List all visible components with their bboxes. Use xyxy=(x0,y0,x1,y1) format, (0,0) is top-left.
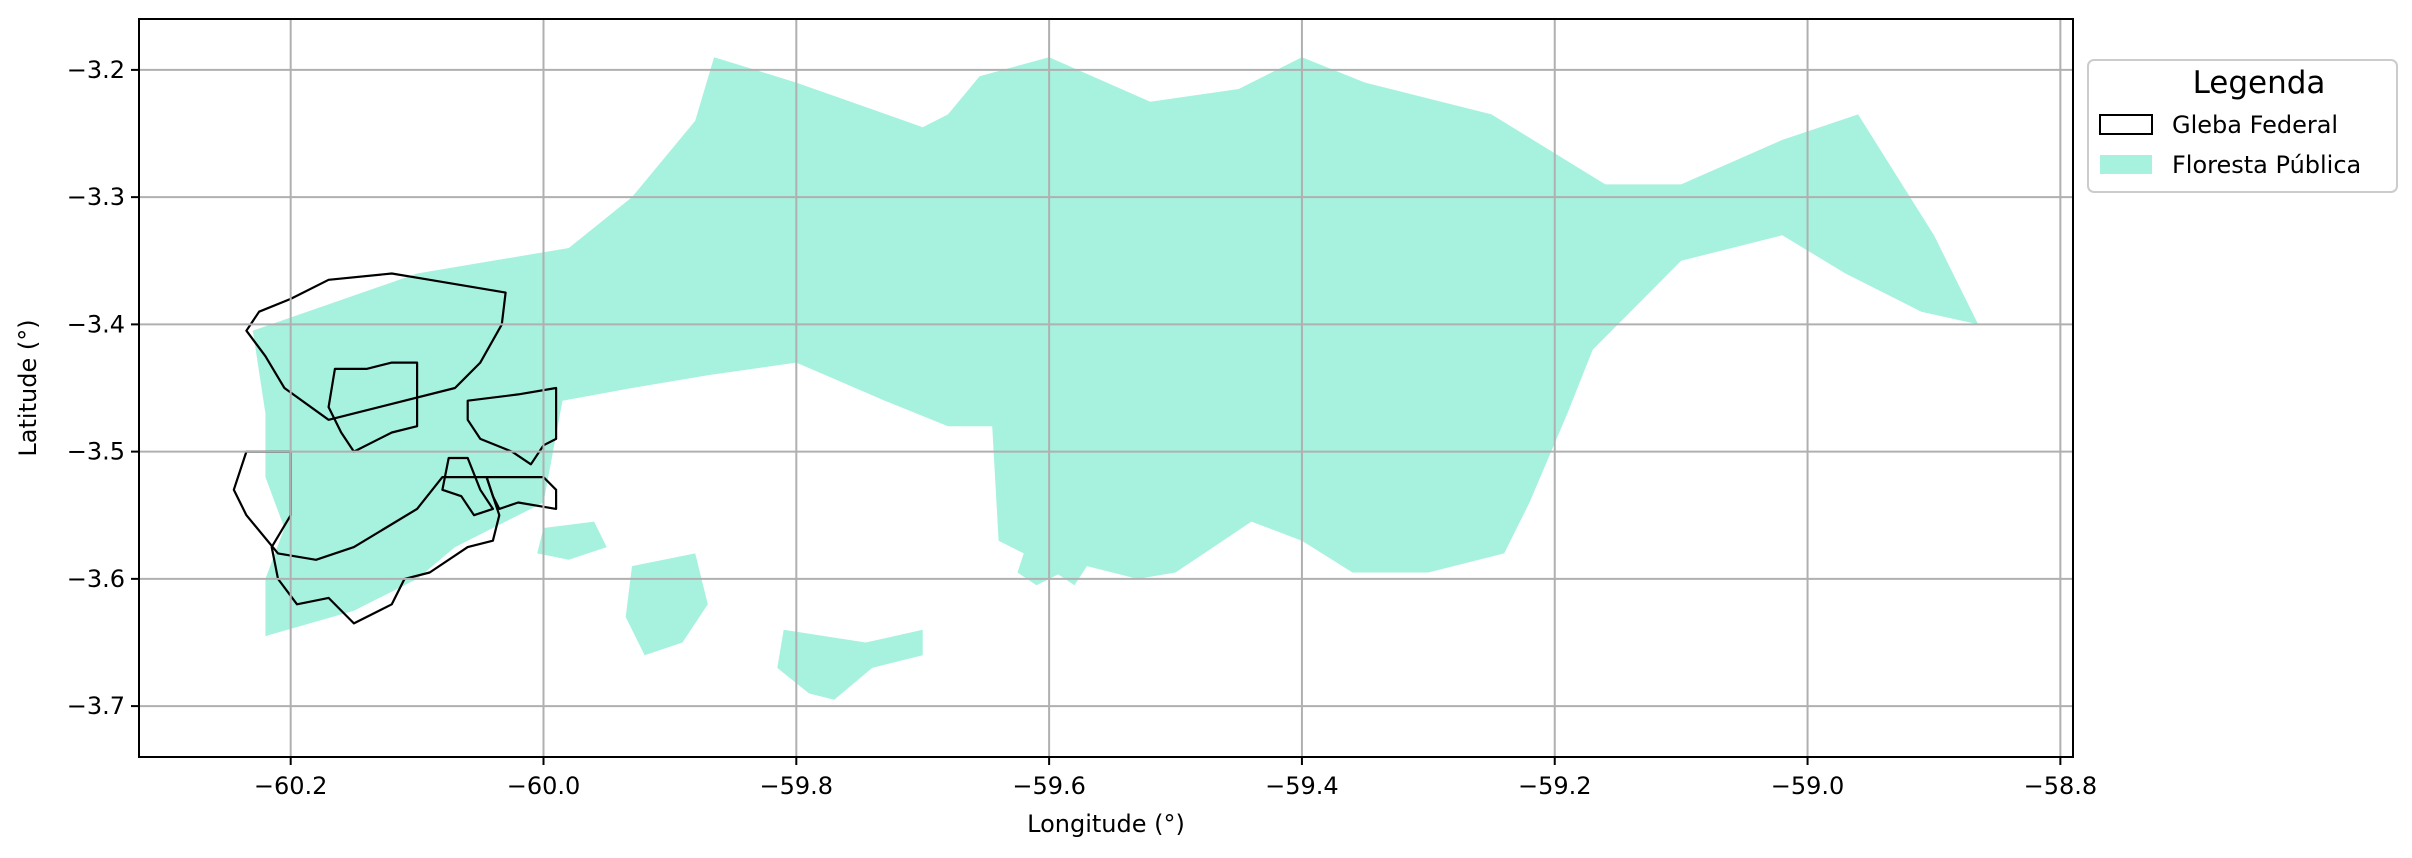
gleba-federal-outline xyxy=(485,476,558,510)
x-tick-label: −59.2 xyxy=(1518,772,1592,800)
gleba-federal-outline xyxy=(245,272,507,421)
x-tick-label: −59.4 xyxy=(1265,772,1339,800)
y-tick-label: −3.7 xyxy=(67,692,125,720)
x-tick-label: −58.8 xyxy=(2024,772,2098,800)
x-tick-label: −60.2 xyxy=(254,772,328,800)
x-tick-label: −59.8 xyxy=(760,772,834,800)
floresta-publica-patch xyxy=(537,521,607,560)
x-tick-label: −59.6 xyxy=(1012,772,1086,800)
map-data-layer xyxy=(232,57,1979,700)
y-tick-label: −3.3 xyxy=(67,183,125,211)
grid-lines xyxy=(139,19,2073,757)
gleba-federal-outline xyxy=(327,361,419,453)
x-tick-label: −60.0 xyxy=(507,772,581,800)
legend-title: Legenda xyxy=(2193,65,2326,101)
floresta-publica-patch xyxy=(777,629,923,700)
floresta-publica-patch xyxy=(1017,553,1062,586)
y-tick-label: −3.5 xyxy=(67,438,125,466)
gleba-federal-outline xyxy=(232,450,501,625)
gleba-federal-outline xyxy=(441,456,494,517)
y-tick-label: −3.2 xyxy=(67,56,125,84)
legend-swatch-floresta-publica xyxy=(2100,155,2152,174)
x-tick-label: −59.0 xyxy=(1771,772,1845,800)
y-tick-label: −3.6 xyxy=(67,565,125,593)
gleba-federal-outline xyxy=(466,386,558,466)
legend-label-floresta-publica: Floresta Pública xyxy=(2172,151,2361,179)
x-axis-label: Longitude (°) xyxy=(1027,810,1185,838)
y-tick-label: −3.4 xyxy=(67,310,125,338)
y-axis-label: Latitude (°) xyxy=(14,319,42,456)
legend-swatch-gleba-federal xyxy=(2099,114,2153,135)
plot-frame xyxy=(138,18,2074,758)
legend-label-gleba-federal: Gleba Federal xyxy=(2172,111,2338,139)
legend-box xyxy=(2087,59,2398,193)
legend: Legenda Gleba Federal Floresta Pública xyxy=(2087,59,2398,193)
floresta-publica-area xyxy=(252,57,1979,637)
axis-ticks: −60.2 −60.0 −59.8 −59.6 −59.4 −59.2 −59.0 −58.8… xyxy=(67,56,2097,800)
